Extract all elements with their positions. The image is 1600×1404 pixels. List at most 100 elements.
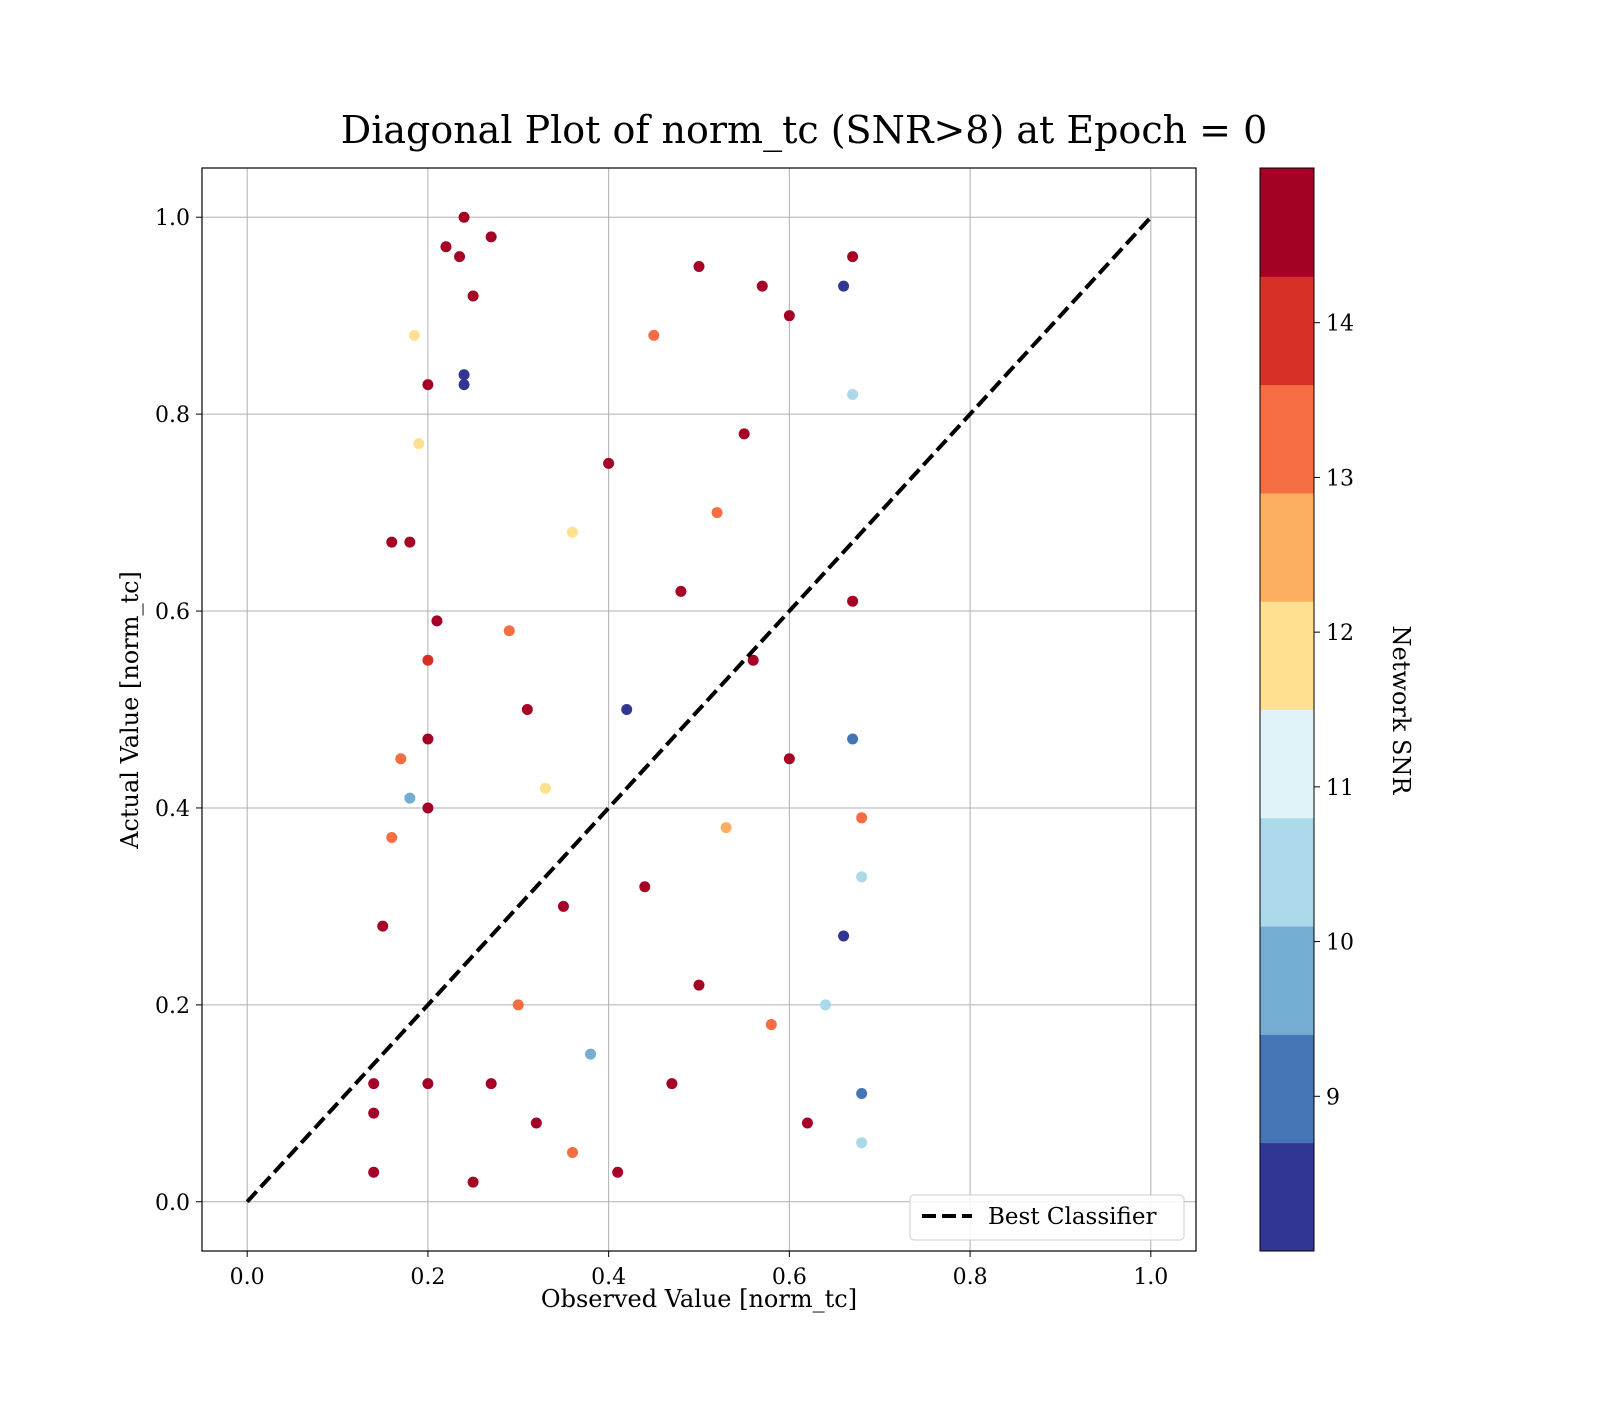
scatter-point xyxy=(503,625,515,637)
x-axis-label: Observed Value [norm_tc] xyxy=(541,1285,857,1313)
scatter-point xyxy=(485,1078,497,1090)
scatter-point xyxy=(820,999,832,1011)
scatter-point xyxy=(440,241,452,253)
scatter-point xyxy=(639,881,651,893)
chart-title: Diagonal Plot of norm_tc (SNR>8) at Epoc… xyxy=(341,108,1268,153)
y-axis-ticks: 0.0 0.2 0.4 0.6 0.8 1.0 xyxy=(155,206,202,1216)
colorbar-tick-label: 11 xyxy=(1326,776,1354,801)
scatter-point xyxy=(838,280,850,292)
plot-frame xyxy=(201,167,1197,1252)
x-tick-label: 0.2 xyxy=(410,1265,445,1290)
colorbar-band xyxy=(1260,276,1314,386)
scatter-point xyxy=(666,1078,678,1090)
scatter-point xyxy=(856,871,868,883)
colorbar-tick-label: 10 xyxy=(1326,931,1354,956)
y-tick-label: 0.6 xyxy=(155,600,190,625)
scatter-point xyxy=(395,753,407,765)
legend-box xyxy=(909,1194,1185,1241)
scatter-point xyxy=(856,1137,868,1149)
colorbar-ticks: 9 10 11 12 13 14 xyxy=(1314,312,1354,1110)
scatter-point xyxy=(675,585,687,597)
scatter-point xyxy=(566,526,578,538)
scatter-point xyxy=(404,792,416,804)
scatter-point xyxy=(386,831,398,843)
colorbar-band xyxy=(1260,492,1314,602)
best-classifier-line xyxy=(245,215,1153,1204)
x-axis-ticks: 0.0 0.2 0.4 0.6 0.8 1.0 xyxy=(230,1251,1168,1290)
scatter-point xyxy=(612,1166,624,1178)
colorbar xyxy=(1259,167,1315,1252)
scatter-point xyxy=(422,654,434,666)
scatter-point xyxy=(720,822,732,834)
scatter-point xyxy=(422,802,434,814)
colorbar-band xyxy=(1260,601,1314,710)
y-tick-label: 0.2 xyxy=(155,994,190,1019)
colorbar-tick-label: 13 xyxy=(1326,466,1354,491)
legend: Best Classifier xyxy=(909,1194,1185,1241)
scatter-point xyxy=(458,369,470,381)
scatter-point xyxy=(512,999,524,1011)
scatter-point xyxy=(530,1117,542,1129)
scatter-point xyxy=(856,1087,868,1099)
y-axis-label: Actual Value [norm_tc] xyxy=(116,571,144,850)
colorbar-band xyxy=(1260,926,1314,1035)
scatter-point xyxy=(856,812,868,824)
grid xyxy=(202,168,1196,1251)
colorbar-band xyxy=(1260,1034,1314,1144)
scatter-point xyxy=(422,379,434,391)
scatter-point xyxy=(368,1107,380,1119)
scatter-point xyxy=(377,920,389,932)
scatter-point xyxy=(693,260,705,272)
scatter-point xyxy=(422,1078,434,1090)
y-tick-label: 0.0 xyxy=(155,1191,190,1216)
colorbar-tick-label: 12 xyxy=(1326,621,1354,646)
scatter-point xyxy=(765,1019,777,1031)
scatter-point xyxy=(404,536,416,548)
scatter-point xyxy=(467,290,479,302)
colorbar-tick-label: 14 xyxy=(1326,312,1354,337)
scatter-point xyxy=(738,428,750,440)
scatter-point xyxy=(838,930,850,942)
scatter-point xyxy=(783,753,795,765)
colorbar-frame xyxy=(1259,167,1315,1252)
scatter-point xyxy=(458,211,470,223)
scatter-point xyxy=(557,900,569,912)
y-tick-label: 0.4 xyxy=(155,797,190,822)
scatter-point xyxy=(431,615,443,627)
scatter-point xyxy=(485,231,497,243)
legend-label: Best Classifier xyxy=(988,1204,1156,1230)
scatter-point xyxy=(454,251,466,263)
reference-line-layer xyxy=(245,215,1153,1204)
scatter-point xyxy=(386,536,398,548)
scatter-point xyxy=(408,329,420,341)
scatter-point xyxy=(693,979,705,991)
scatter-point xyxy=(847,251,859,263)
scatter-point xyxy=(521,704,533,715)
scatter-points xyxy=(368,211,868,1188)
scatter-point xyxy=(368,1078,380,1090)
scatter-point xyxy=(368,1166,380,1178)
colorbar-label: Network SNR xyxy=(1387,626,1415,796)
scatter-point xyxy=(458,379,470,391)
x-tick-label: 0.8 xyxy=(953,1265,988,1290)
x-tick-label: 0.0 xyxy=(230,1265,265,1290)
scatter-point xyxy=(756,280,768,292)
scatter-point xyxy=(539,782,551,794)
scatter-point xyxy=(801,1117,813,1129)
x-tick-label: 1.0 xyxy=(1133,1265,1168,1290)
colorbar-band xyxy=(1260,1142,1314,1252)
scatter-point xyxy=(747,654,759,666)
colorbar-band xyxy=(1260,384,1314,494)
scatter-point xyxy=(422,733,434,745)
colorbar-band xyxy=(1260,168,1314,277)
scatter-point xyxy=(467,1176,479,1188)
scatter-point xyxy=(621,704,633,715)
scatter-point xyxy=(413,438,425,450)
scatter-point xyxy=(603,457,615,469)
scatter-point xyxy=(585,1048,597,1060)
colorbar-tick-label: 9 xyxy=(1326,1085,1340,1110)
scatter-point xyxy=(711,507,723,519)
scatter-point xyxy=(783,310,795,322)
